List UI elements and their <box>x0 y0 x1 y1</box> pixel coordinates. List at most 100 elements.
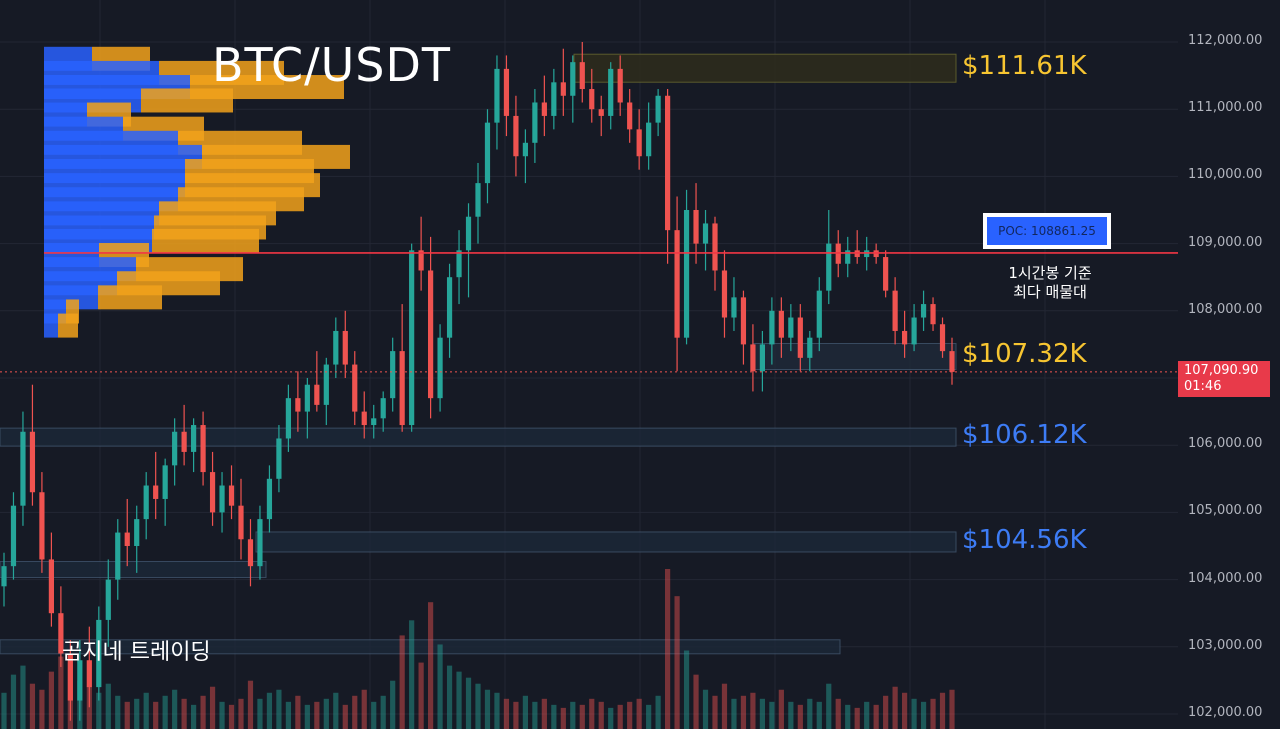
volume-bar <box>503 698 510 729</box>
candle <box>399 304 405 432</box>
volume-bar <box>143 692 149 729</box>
candle-body <box>314 384 320 405</box>
candle-body <box>911 317 917 345</box>
candle-body <box>465 216 472 251</box>
candle <box>314 351 320 412</box>
candle-body <box>48 559 54 614</box>
candle-body <box>124 532 130 546</box>
volume-bar <box>39 689 45 729</box>
candle-body <box>295 398 301 412</box>
price-tick-label: 109,000.00 <box>1188 234 1263 250</box>
volume-bar <box>816 701 822 729</box>
candle <box>361 391 367 439</box>
volume-bar <box>674 596 680 729</box>
candle-body <box>759 344 765 372</box>
candle-body <box>920 304 927 318</box>
volume-bar <box>304 704 310 729</box>
volume-bar <box>200 695 206 729</box>
volume-bar <box>352 695 358 729</box>
candle-body <box>390 351 396 399</box>
zone-bottom <box>0 639 841 655</box>
volume-bar <box>920 701 927 729</box>
candle-body <box>446 277 453 338</box>
candle-body <box>902 330 908 345</box>
candle-body <box>200 425 206 473</box>
volume-bar <box>570 701 576 729</box>
vp-buy-bar <box>44 313 58 338</box>
candle <box>10 492 17 580</box>
candle <box>352 351 358 426</box>
candle <box>826 210 832 305</box>
volume-bar <box>228 704 235 729</box>
candle-body <box>276 438 282 479</box>
candle <box>475 162 481 244</box>
candle-body <box>532 102 538 143</box>
volume-bar <box>456 671 462 729</box>
candle-body <box>665 95 671 231</box>
candle <box>570 55 576 123</box>
candle <box>683 189 690 345</box>
candle <box>484 109 491 204</box>
volume-bar <box>693 674 699 729</box>
candle-body <box>191 425 197 452</box>
volume-bar <box>465 677 472 729</box>
volume-bar <box>854 707 860 729</box>
volume-bar <box>58 656 64 729</box>
candle <box>788 304 794 352</box>
chart-title: BTC/USDT <box>212 38 451 92</box>
candle-body <box>494 68 500 123</box>
volume-bar <box>1 692 7 729</box>
volume-bar <box>20 665 26 729</box>
candle <box>750 324 756 392</box>
volume-bar <box>759 698 765 729</box>
candle-body <box>323 364 329 405</box>
candle-body <box>589 89 595 110</box>
volume-bar <box>257 698 263 729</box>
candle <box>579 42 585 103</box>
price-tick-label: 111,000.00 <box>1188 100 1263 116</box>
candle <box>323 357 329 426</box>
candle-body <box>513 115 519 157</box>
volume-bar <box>579 704 585 729</box>
level-zone <box>0 427 957 447</box>
volume-bar <box>29 683 36 729</box>
candle-body <box>228 485 235 506</box>
price-tick-label: 108,000.00 <box>1188 301 1263 317</box>
candle-body <box>86 660 92 688</box>
volume-profile <box>44 46 350 338</box>
candle-body <box>674 230 680 338</box>
candle <box>295 371 301 432</box>
candle <box>39 472 45 573</box>
candle-body <box>409 250 415 426</box>
candle <box>172 418 178 486</box>
candle <box>769 297 775 365</box>
volume-bar <box>665 569 671 729</box>
candle-body <box>608 68 614 116</box>
candle-body <box>702 223 709 244</box>
level-label-106k: $106.12K <box>962 420 1087 451</box>
candle-body <box>646 122 652 157</box>
candle <box>465 203 472 298</box>
volume-bar <box>418 662 424 729</box>
candle-body <box>826 243 832 291</box>
candle-body <box>892 290 898 331</box>
volume-bar <box>598 701 604 729</box>
candle <box>58 586 64 667</box>
candle <box>740 290 747 365</box>
volume-bar <box>153 701 159 729</box>
candle <box>86 626 92 708</box>
volume-bar <box>721 683 728 729</box>
candle-body <box>797 317 803 358</box>
candle <box>456 230 462 305</box>
candle <box>674 196 680 372</box>
volume-bar <box>191 704 197 729</box>
candle-body <box>560 82 566 96</box>
candle-body <box>29 431 36 493</box>
volume-bar <box>209 686 216 729</box>
candle <box>854 230 860 264</box>
volume-bar <box>124 701 130 729</box>
candle-body <box>475 183 481 217</box>
candle <box>371 404 377 439</box>
candle-body <box>172 431 178 466</box>
